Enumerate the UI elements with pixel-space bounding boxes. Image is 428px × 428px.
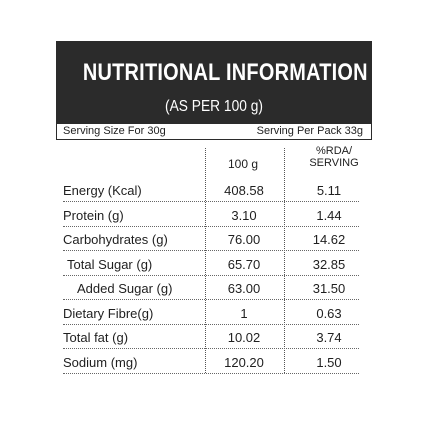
column-header-per100: 100 g (227, 157, 259, 171)
per100-value: 76.00 (227, 232, 261, 247)
table-row: Added Sugar (g) 63.00 31.50 (63, 278, 359, 300)
row-divider (63, 323, 359, 325)
table-row: Dietary Fibre(g) 1 0.63 (63, 303, 359, 325)
column-header-rda-text: %RDA/ SERVING (309, 145, 359, 169)
serving-info-row: Serving Size For 30g Serving Per Pack 33… (56, 124, 372, 140)
column-header-rda: %RDA/ SERVING (302, 145, 366, 169)
nutrient-label: Sodium (mg) (63, 354, 138, 370)
table-row: Energy (Kcal) 408.58 5.11 (63, 180, 359, 202)
nutrient-label: Dietary Fibre(g) (63, 305, 154, 321)
serving-per-pack-label: Serving Per Pack 33g (256, 125, 363, 137)
nutrient-label: Added Sugar (g) (77, 281, 173, 296)
per100-value: 63.00 (227, 281, 261, 296)
row-divider (63, 225, 359, 227)
table-row: Total fat (g) 10.02 3.74 (63, 327, 359, 349)
row-divider (63, 348, 359, 349)
table-title: NUTRITIONAL INFORMATION (82, 59, 368, 86)
per100-value: 3.10 (231, 207, 257, 223)
rda-value: 31.50 (312, 281, 346, 296)
rda-value: 32.85 (312, 256, 346, 272)
table-row: Total Sugar (g) 65.70 32.85 (63, 254, 359, 276)
title-panel: NUTRITIONAL INFORMATION (AS PER 100 g) (56, 41, 372, 124)
nutrient-label: Carbohydrates (g) (63, 232, 168, 247)
rda-value: 5.11 (316, 183, 342, 198)
rda-value: 1.44 (316, 207, 342, 223)
per100-value: 120.20 (224, 354, 264, 370)
table-row: Sodium (mg) 120.20 1.50 (63, 352, 359, 374)
serving-size-label: Serving Size For 30g (63, 125, 166, 137)
row-divider (63, 299, 359, 300)
nutrient-label: Protein (g) (63, 207, 124, 223)
table-subtitle: (AS PER 100 g) (165, 98, 263, 115)
table-row: Carbohydrates (g) 76.00 14.62 (63, 229, 359, 251)
rda-value: 0.63 (316, 305, 342, 321)
nutrient-label: Total Sugar (g) (67, 256, 153, 272)
row-divider (63, 274, 359, 276)
rda-value: 1.50 (316, 354, 342, 370)
rda-value: 14.62 (312, 232, 346, 247)
column-divider-middle (284, 148, 285, 373)
nutrient-label: Energy (Kcal) (63, 183, 142, 198)
rda-value: 3.74 (316, 330, 342, 345)
nutrient-label: Total fat (g) (63, 330, 129, 345)
per100-value: 10.02 (227, 330, 261, 345)
per100-value: 65.70 (227, 256, 261, 272)
per100-value: 408.58 (224, 183, 264, 198)
column-divider-left (205, 148, 206, 373)
per100-value: 1 (240, 305, 248, 321)
row-divider (63, 372, 359, 374)
table-row: Protein (g) 3.10 1.44 (63, 205, 359, 227)
row-divider (63, 250, 359, 251)
row-divider (63, 201, 359, 202)
